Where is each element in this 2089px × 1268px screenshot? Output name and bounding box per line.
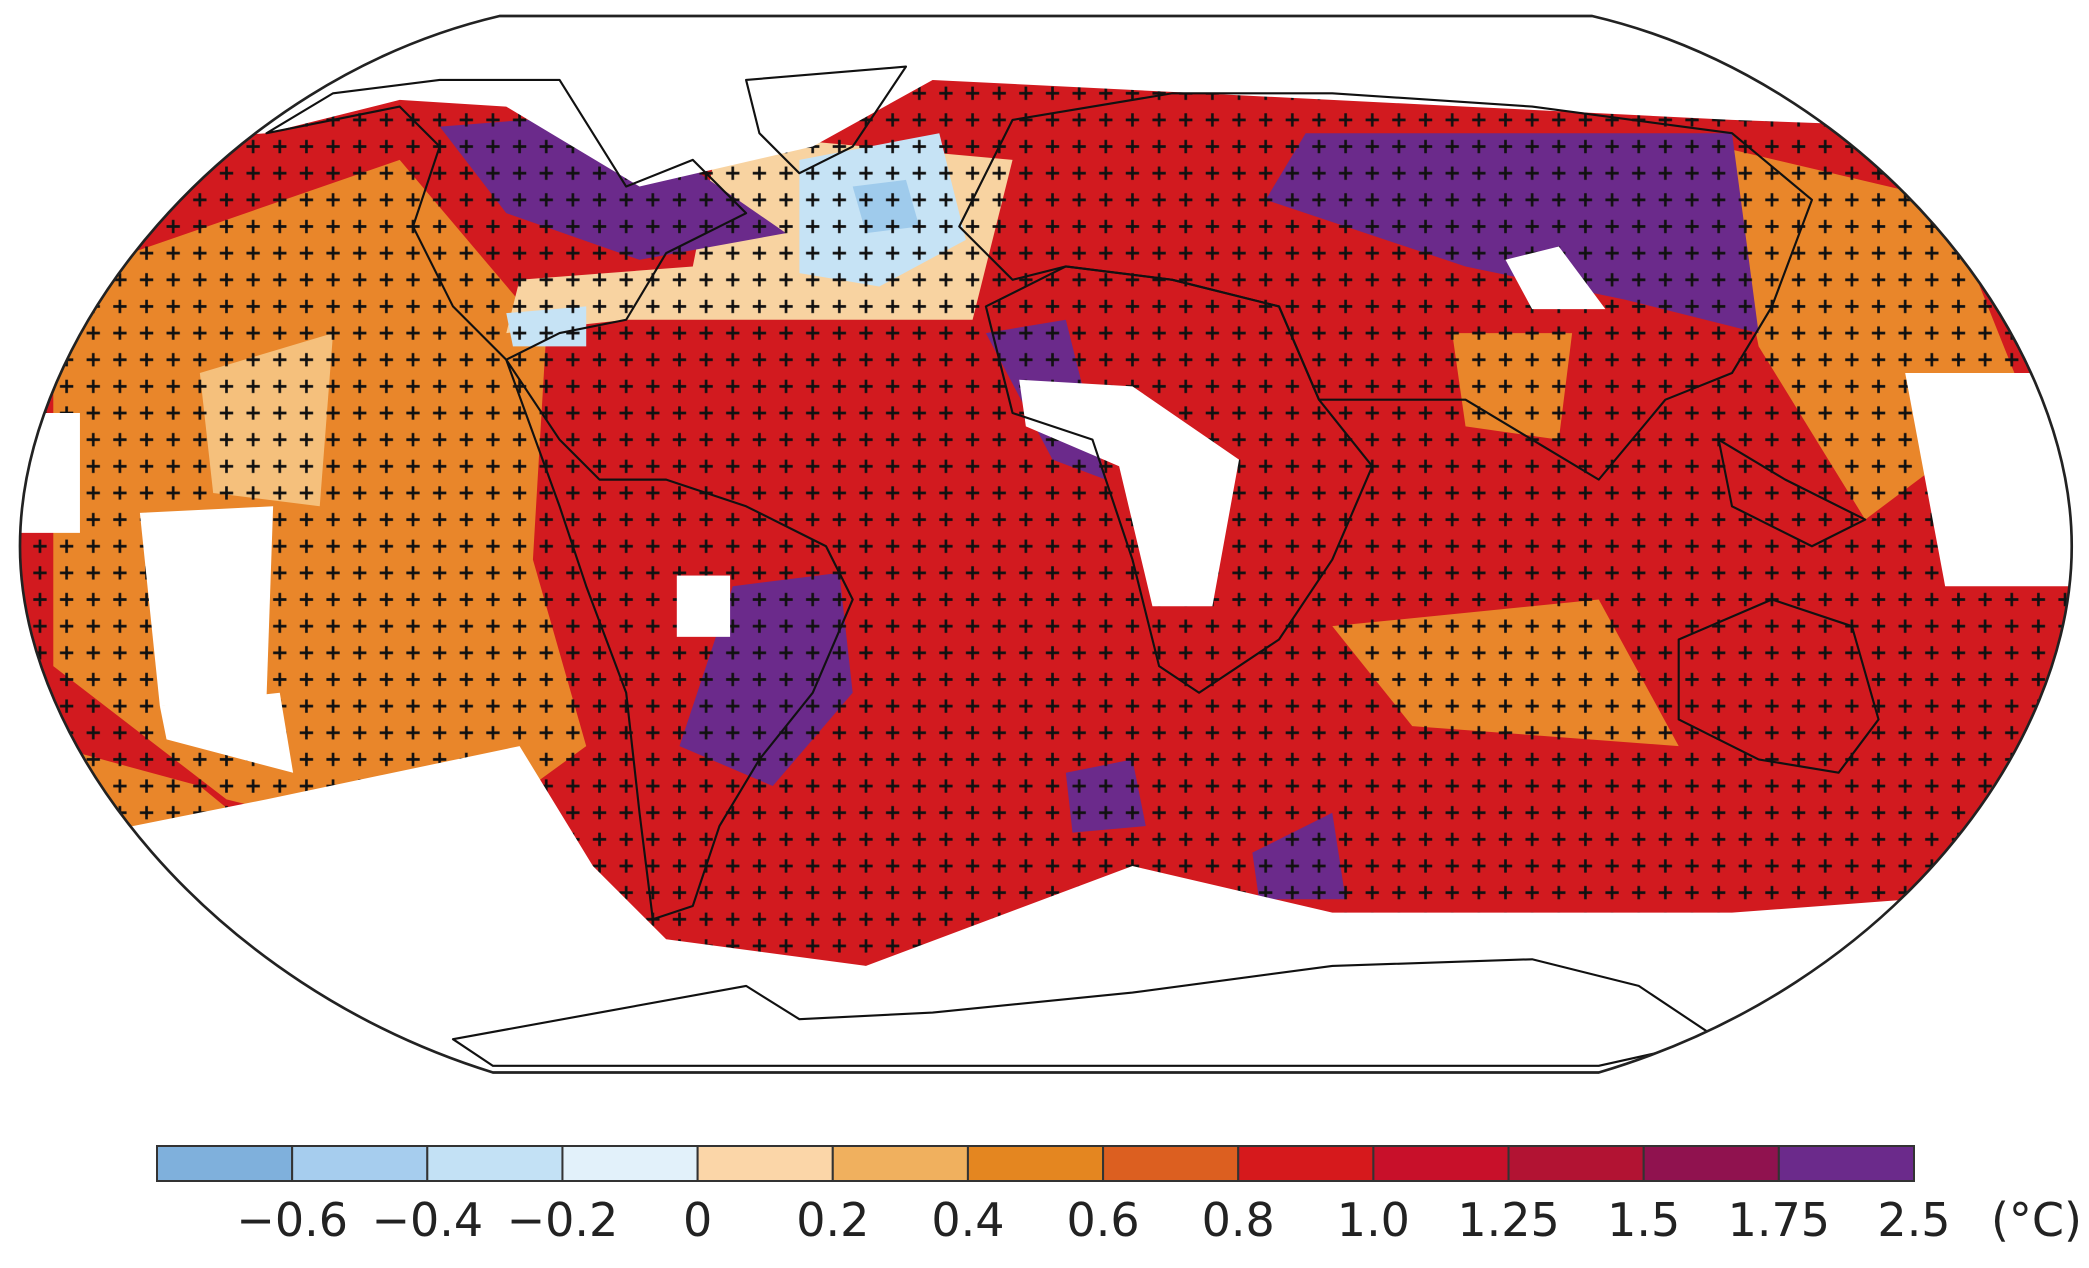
colorbar-segment: [426, 1145, 564, 1182]
colorbar-segment: [1237, 1145, 1375, 1182]
colorbar-tick-label: 1.0: [1337, 1193, 1410, 1247]
colorbar-segment: [966, 1145, 1105, 1182]
colorbar-unit: (°C): [1991, 1193, 2082, 1247]
colorbar-tick-label: 2.5: [1877, 1193, 1950, 1247]
colorbar: −0.6 −0.4 −0.2 0 0.2 0.4 0.6 0.8 1.0 1.25 1.5 1.75 2…: [156, 1145, 2082, 1247]
colorbar-tick-label: −0.4: [371, 1193, 483, 1247]
colorbar-tick-label: −0.2: [507, 1193, 619, 1247]
colorbar-tick-label: 1.75: [1728, 1193, 1830, 1247]
colorbar-tick-label: 1.25: [1457, 1193, 1559, 1247]
colorbar-segment: [156, 1145, 294, 1182]
colorbar-segment: [1507, 1145, 1645, 1182]
colorbar-segment: [831, 1145, 969, 1182]
colorbar-segment: [561, 1145, 699, 1182]
colorbar-tick-label: −0.6: [236, 1193, 348, 1247]
map-frame: [18, 14, 2074, 1074]
colorbar-segment: [291, 1145, 429, 1182]
colorbar-segment: [1642, 1145, 1780, 1182]
colorbar-tick-label: 1.5: [1607, 1193, 1680, 1247]
coastlines: [265, 65, 1880, 1067]
colorbar-segment: [1102, 1145, 1240, 1182]
colorbar-tick-label: 0.4: [931, 1193, 1004, 1247]
colorbar-tick-label: 0: [683, 1193, 712, 1247]
colorbar-tick-label: 0.2: [796, 1193, 869, 1247]
colorbar-tick-label: 0.6: [1066, 1193, 1139, 1247]
colorbar-segment: [696, 1145, 834, 1182]
colorbar-segment: [1372, 1145, 1510, 1182]
colorbar-tick-label: 0.8: [1202, 1193, 1275, 1247]
colorbar-segment: [1777, 1145, 1916, 1182]
